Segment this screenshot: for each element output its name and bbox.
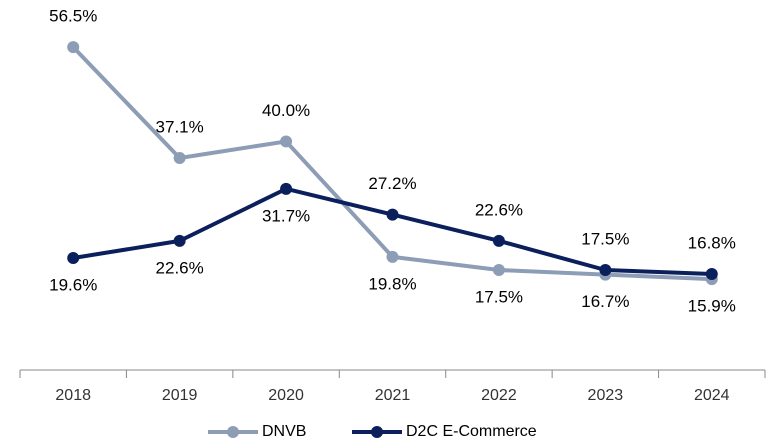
data-label: 19.6%: [49, 275, 97, 294]
data-label: 16.7%: [581, 292, 629, 311]
data-label: 22.6%: [156, 258, 204, 277]
data-point: [173, 234, 186, 247]
data-label: 27.2%: [368, 174, 416, 193]
x-tick-label: 2019: [162, 387, 198, 404]
data-label: 19.8%: [368, 274, 416, 293]
data-label: 16.8%: [688, 233, 736, 252]
data-point: [492, 234, 505, 247]
data-point: [705, 268, 718, 281]
x-tick-label: 2021: [375, 387, 411, 404]
data-point: [67, 41, 80, 54]
data-point: [280, 182, 293, 195]
data-label: 56.5%: [49, 7, 97, 26]
x-tick-label: 2018: [55, 387, 91, 404]
data-point: [492, 264, 505, 277]
data-point: [386, 208, 399, 221]
data-label: 31.7%: [262, 206, 310, 225]
data-label: 37.1%: [156, 117, 204, 136]
data-label: 22.6%: [475, 200, 523, 219]
x-tick-label: 2022: [481, 387, 517, 404]
legend-label: D2C E-Commerce: [406, 423, 537, 440]
data-label: 17.5%: [581, 229, 629, 248]
data-point: [173, 152, 186, 165]
data-label: 17.5%: [475, 287, 523, 306]
data-point: [67, 252, 80, 265]
data-label: 40.0%: [262, 101, 310, 120]
x-tick-label: 2020: [268, 387, 304, 404]
x-tick-label: 2024: [694, 387, 730, 404]
data-point: [386, 250, 399, 263]
data-point: [280, 135, 293, 148]
data-point: [599, 264, 612, 277]
legend-marker: [227, 426, 239, 438]
legend-label: DNVB: [262, 423, 306, 440]
legend-marker: [371, 426, 383, 438]
data-label: 15.9%: [688, 297, 736, 316]
x-tick-label: 2023: [588, 387, 624, 404]
